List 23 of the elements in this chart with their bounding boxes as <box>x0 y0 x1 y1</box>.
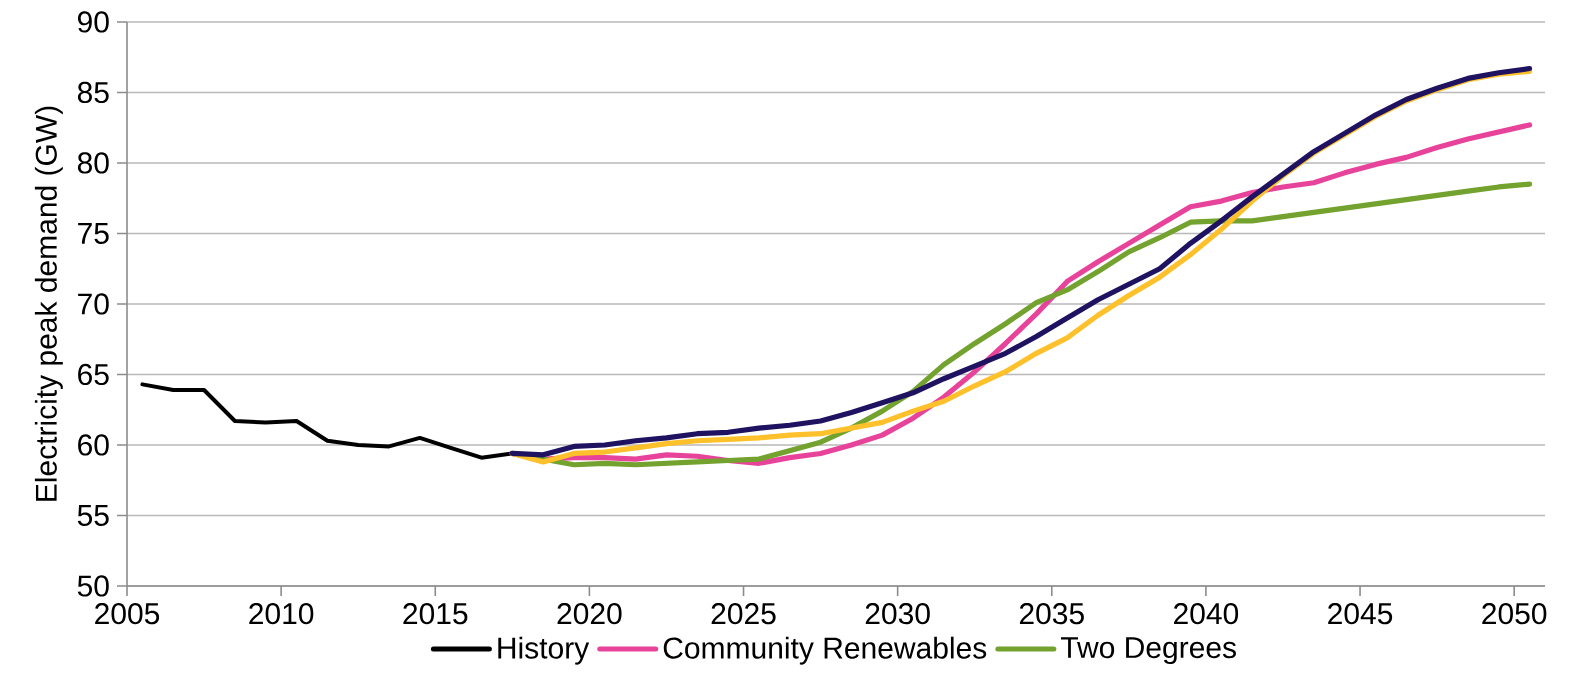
y-tick-label: 90 <box>78 11 109 33</box>
y-tick-label: 60 <box>78 434 109 456</box>
x-tick-label: 2015 <box>403 603 468 625</box>
y-tick-label: 75 <box>78 223 109 244</box>
x-tick-label: 2010 <box>249 603 314 625</box>
y-tick-label: 50 <box>77 575 109 597</box>
y-axis-title: Electricity peak demand (GW) <box>34 106 63 501</box>
x-tick-label: 2005 <box>95 603 160 625</box>
y-tick-label: 65 <box>78 363 109 386</box>
y-tick-label: 55 <box>77 505 109 526</box>
x-tick-label: 2035 <box>1019 603 1084 625</box>
x-tick-label: 2025 <box>711 603 776 625</box>
legend-label: Community Renewables <box>663 636 987 665</box>
x-tick-label: 2040 <box>1174 603 1239 625</box>
x-tick-label: 2020 <box>557 603 622 625</box>
x-tick-label: 2050 <box>1482 603 1547 625</box>
y-tick-label: 85 <box>77 81 109 104</box>
legend-label: History <box>498 636 590 665</box>
x-tick-label: 2030 <box>865 603 930 625</box>
legend-label: Two Degrees <box>1061 637 1236 665</box>
y-tick-label: 70 <box>78 293 109 315</box>
x-tick-label: 2045 <box>1328 603 1393 625</box>
y-tick-label: 80 <box>77 152 109 174</box>
